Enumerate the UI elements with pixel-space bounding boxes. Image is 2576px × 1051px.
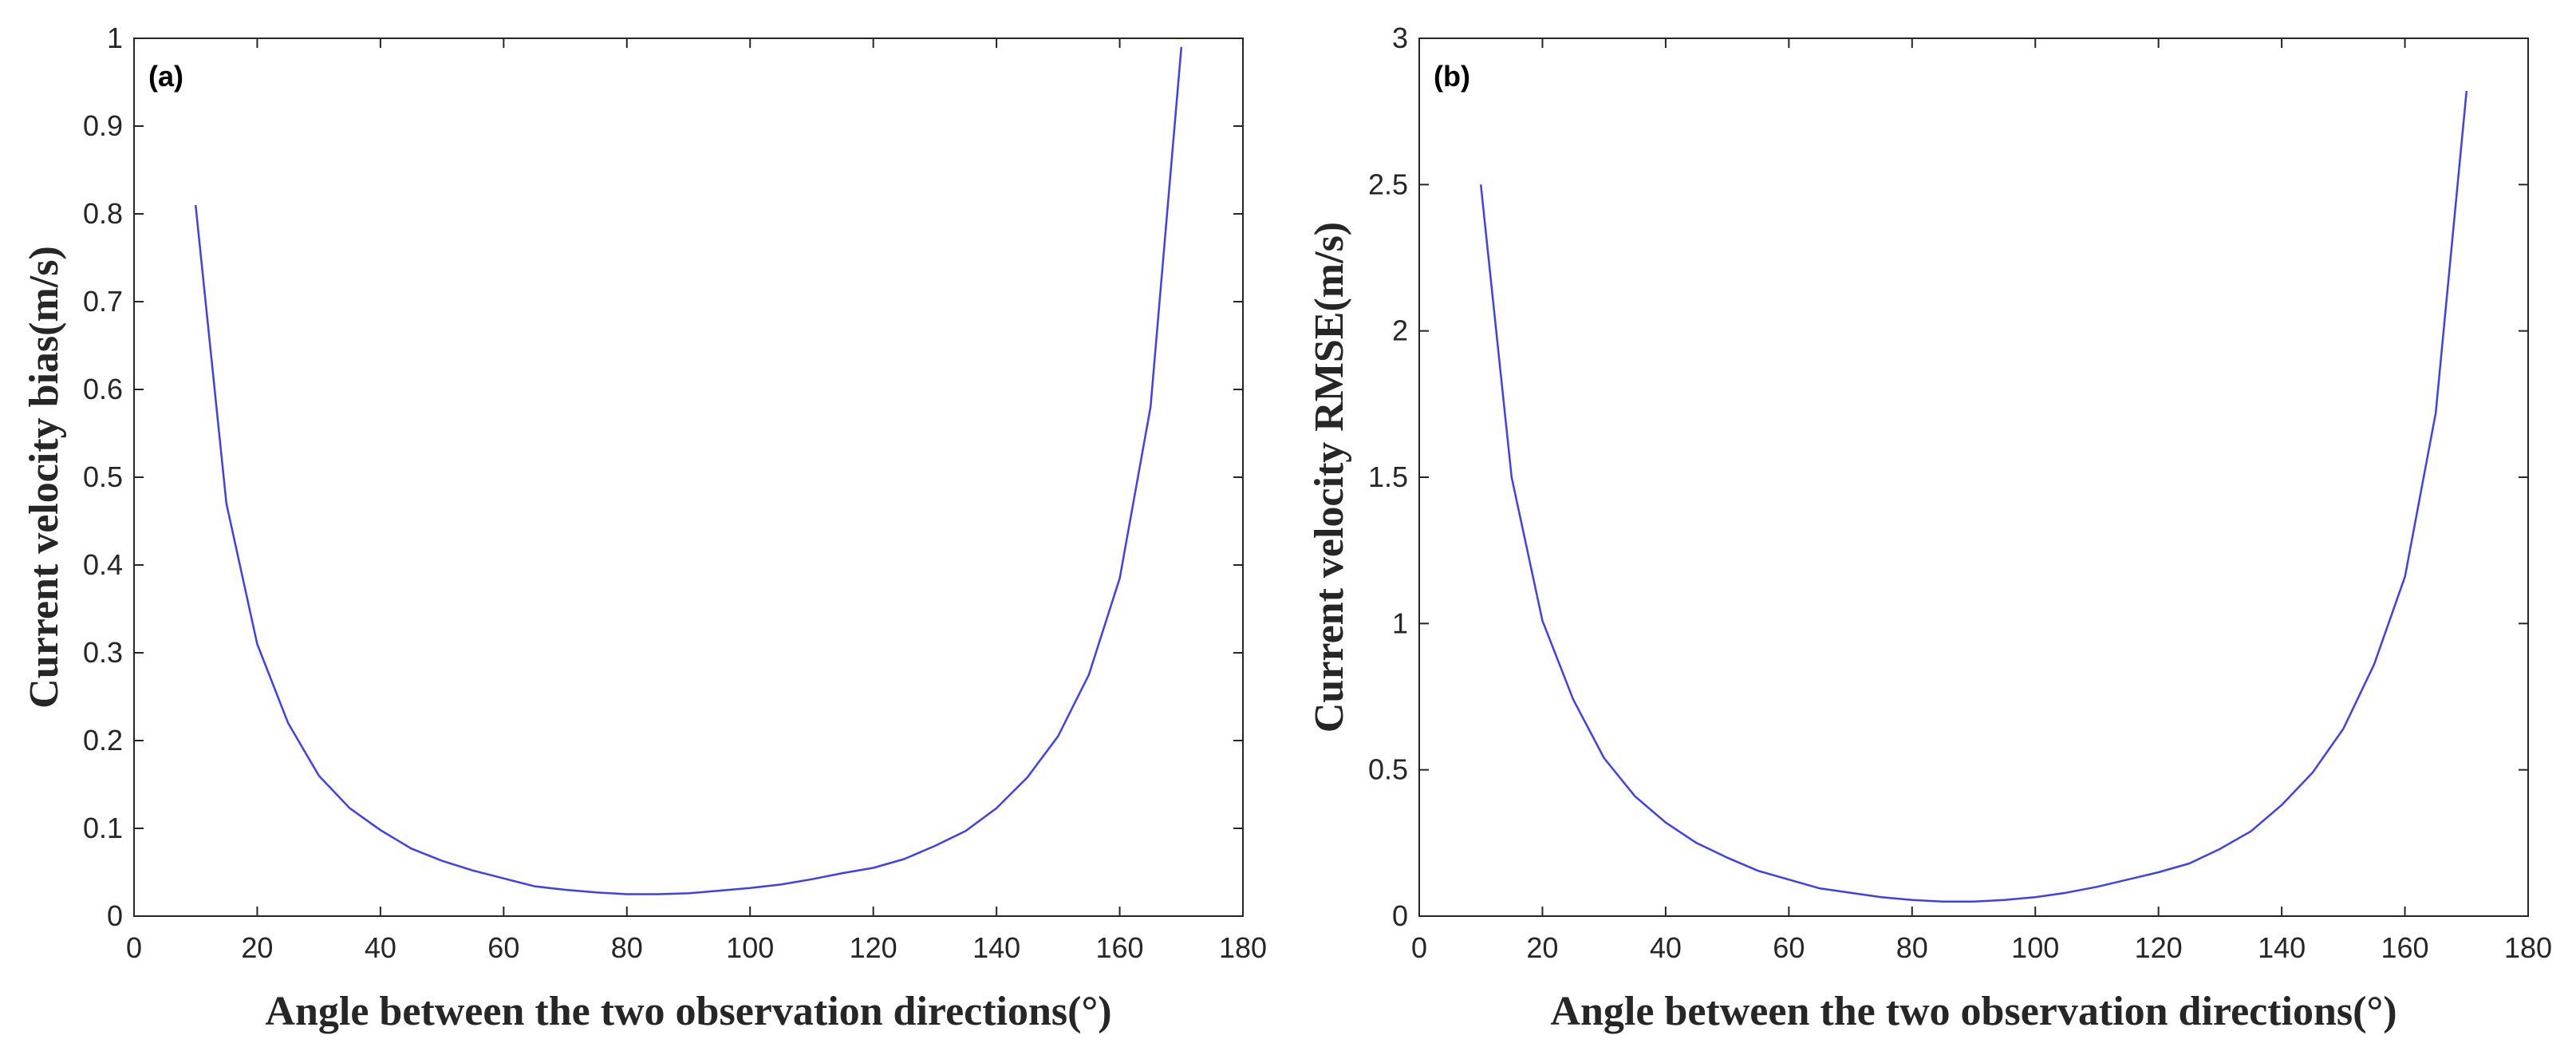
x-tick-label: 180: [1219, 931, 1267, 964]
y-tick-label: 0.5: [1368, 753, 1408, 786]
y-tick-label: 0.5: [83, 460, 123, 493]
y-tick-label: 1: [1392, 606, 1408, 639]
y-tick-label: 3: [1392, 22, 1408, 54]
x-tick-label: 40: [365, 931, 396, 964]
y-axis-title-b: Current velocity RMSE(m/s): [1307, 222, 1352, 733]
x-tick-label: 80: [611, 931, 643, 964]
panel-b: 0 0.5 1 1.5 2 2.5 3 0 20 40 60 80 100 120 140 160 180 (…: [1307, 22, 2552, 1034]
y-tick-label: 1.5: [1368, 460, 1408, 493]
y-tick-label: 2.5: [1368, 168, 1408, 200]
x-tick-label: 140: [2258, 931, 2306, 964]
panel-a: 0 0.1 0.2 0.3 0.4 0.5 0.6 0.7 0.8 0.9 1 0 20 40 60 80 1…: [22, 22, 1267, 1034]
x-tick-label: 0: [1411, 931, 1427, 964]
y-tick-label: 0.2: [83, 724, 123, 757]
x-tick-label: 160: [2381, 931, 2429, 964]
y-tick-label: 0: [1392, 899, 1408, 932]
x-tick-label: 20: [1526, 931, 1558, 964]
y-axis-b: 0 0.5 1 1.5 2 2.5 3: [1368, 22, 2528, 932]
panel-label-b: (b): [1434, 60, 1470, 93]
bias-line: [194, 46, 1183, 895]
x-tick-label: 40: [1650, 931, 1682, 964]
x-tick-label: 0: [126, 931, 142, 964]
y-tick-label: 0.3: [83, 636, 123, 669]
x-tick-label: 180: [2504, 931, 2552, 964]
y-axis-title-a: Current velocity bias(m/s): [22, 246, 67, 709]
plot-area-b: [1418, 38, 2529, 917]
x-axis-b: 0 20 40 60 80 100 120 140 160 180: [1411, 38, 2552, 964]
x-tick-label: 60: [1773, 931, 1805, 964]
y-tick-label: 0.1: [83, 812, 123, 844]
rmse-line: [1479, 90, 2468, 903]
x-tick-label: 100: [2011, 931, 2059, 964]
y-tick-label: 0.9: [83, 109, 123, 142]
y-tick-label: 0.6: [83, 373, 123, 405]
x-axis-title-a: Angle between the two observation direct…: [265, 989, 1111, 1034]
x-axis-title-b: Angle between the two observation direct…: [1550, 989, 2397, 1034]
x-tick-label: 20: [241, 931, 273, 964]
x-tick-label: 160: [1096, 931, 1144, 964]
plot-area-a: [133, 38, 1244, 917]
y-tick-label: 0.4: [83, 548, 123, 581]
x-tick-label: 100: [726, 931, 774, 964]
x-tick-label: 140: [972, 931, 1020, 964]
x-tick-label: 80: [1896, 931, 1928, 964]
y-axis-a: 0 0.1 0.2 0.3 0.4 0.5 0.6 0.7 0.8 0.9 1: [83, 22, 1243, 932]
y-tick-label: 0: [107, 899, 123, 932]
x-axis-a: 0 20 40 60 80 100 120 140 160 180: [126, 38, 1267, 964]
x-tick-label: 60: [487, 931, 519, 964]
panel-label-a: (a): [148, 60, 183, 93]
x-tick-label: 120: [850, 931, 897, 964]
y-tick-label: 0.8: [83, 197, 123, 230]
y-tick-label: 2: [1392, 314, 1408, 347]
y-tick-label: 1: [107, 22, 123, 54]
y-tick-label: 0.7: [83, 285, 123, 318]
x-tick-label: 120: [2135, 931, 2183, 964]
